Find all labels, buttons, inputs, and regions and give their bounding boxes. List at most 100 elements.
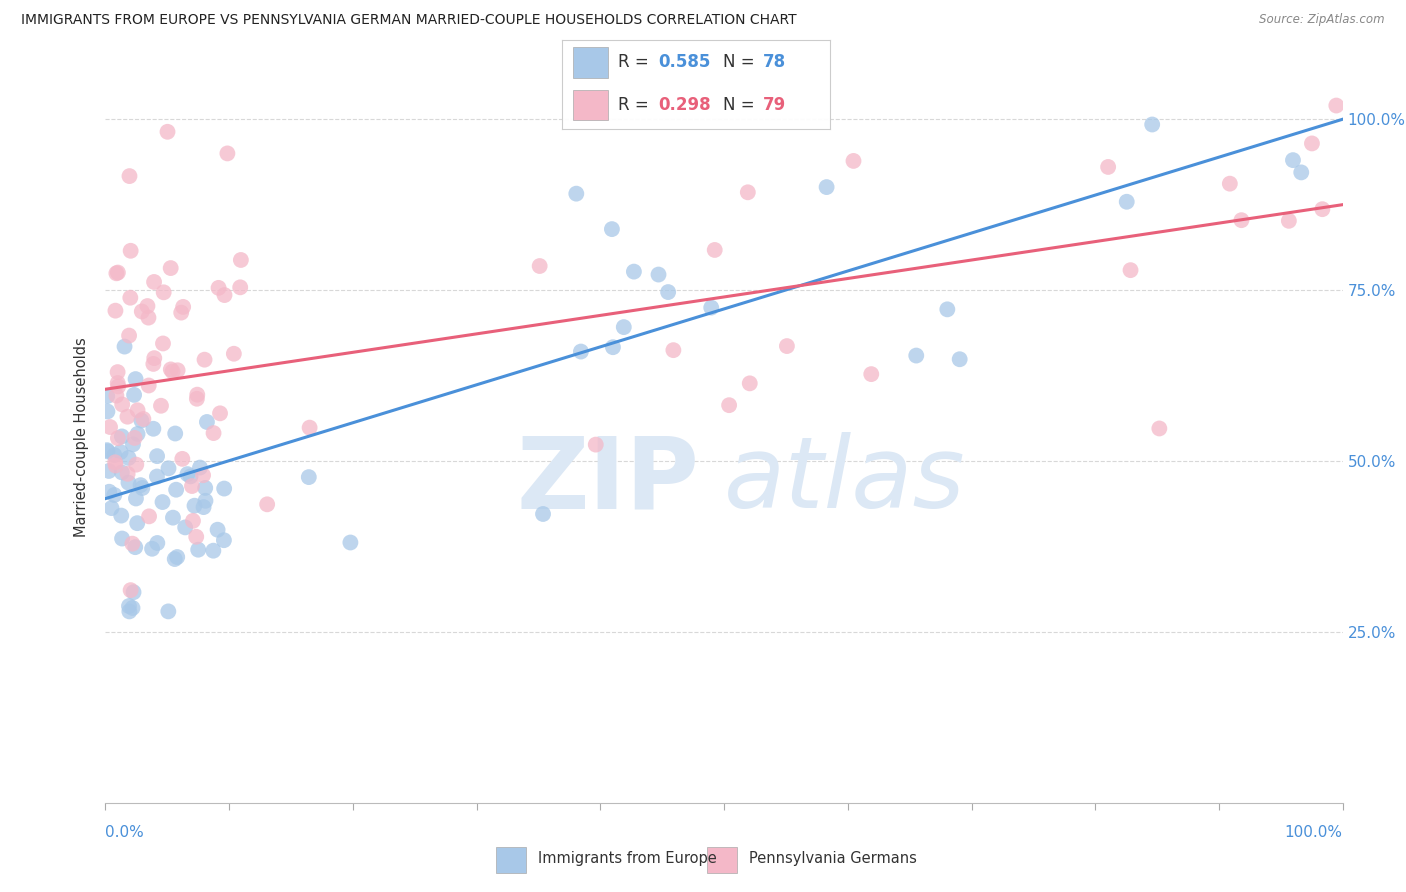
Point [97, 464, 120, 478]
Point [176, 467, 198, 482]
Point [565, 186, 588, 201]
Point [718, 398, 741, 412]
Point [662, 343, 685, 358]
Point [127, 403, 149, 417]
Text: N =: N = [723, 96, 759, 114]
Point [166, 549, 188, 564]
Point [131, 413, 153, 427]
Point [860, 367, 883, 381]
Point [146, 469, 169, 483]
Point [1312, 202, 1334, 217]
Point [157, 461, 180, 475]
Text: Immigrants from Europe: Immigrants from Europe [538, 851, 717, 866]
Point [104, 458, 127, 473]
Point [172, 451, 194, 466]
Point [207, 523, 229, 537]
Point [118, 328, 141, 343]
Point [165, 483, 187, 497]
Text: 0.298: 0.298 [658, 96, 711, 114]
Point [159, 261, 181, 276]
Point [194, 481, 217, 495]
Point [122, 437, 145, 451]
Point [96, 444, 118, 458]
Point [162, 365, 184, 379]
Point [136, 299, 159, 313]
Point [183, 499, 205, 513]
Point [111, 429, 134, 443]
Point [117, 450, 139, 465]
Text: Pennsylvania Germans: Pennsylvania Germans [749, 851, 917, 866]
Point [1278, 214, 1301, 228]
Text: R =: R = [619, 54, 655, 71]
Point [143, 275, 166, 289]
Point [1119, 263, 1142, 277]
Point [776, 339, 799, 353]
Point [110, 508, 132, 523]
Point [120, 291, 142, 305]
Point [163, 552, 186, 566]
Point [256, 497, 278, 511]
Point [194, 493, 217, 508]
Text: IMMIGRANTS FROM EUROPE VS PENNSYLVANIA GERMAN MARRIED-COUPLE HOUSEHOLDS CORRELAT: IMMIGRANTS FROM EUROPE VS PENNSYLVANIA G… [21, 13, 797, 28]
Point [129, 478, 152, 492]
Point [949, 352, 972, 367]
Point [114, 340, 136, 354]
Point [131, 304, 153, 318]
Point [138, 310, 160, 325]
Y-axis label: Married-couple Households: Married-couple Households [75, 337, 90, 537]
Point [110, 445, 132, 459]
Point [188, 460, 211, 475]
Point [600, 222, 623, 236]
Point [138, 509, 160, 524]
Point [202, 426, 225, 441]
Point [1324, 98, 1347, 112]
Point [96, 389, 118, 403]
Point [1291, 165, 1313, 179]
Point [298, 470, 321, 484]
Point [170, 305, 193, 319]
Point [529, 259, 551, 273]
Point [141, 541, 163, 556]
Point [191, 468, 214, 483]
Point [131, 481, 153, 495]
Bar [574, 47, 607, 78]
Point [585, 437, 607, 451]
Point [125, 458, 148, 472]
Point [103, 448, 125, 462]
Point [118, 169, 141, 183]
Point [156, 125, 179, 139]
Text: Source: ZipAtlas.com: Source: ZipAtlas.com [1260, 13, 1385, 27]
Point [193, 500, 215, 515]
Point [339, 535, 361, 549]
Point [208, 406, 231, 420]
Point [222, 347, 245, 361]
Text: R =: R = [619, 96, 655, 114]
Point [98, 484, 121, 499]
Point [1140, 118, 1163, 132]
Point [143, 351, 166, 366]
Point [107, 365, 129, 379]
Text: 78: 78 [763, 54, 786, 71]
Point [172, 300, 194, 314]
Point [142, 357, 165, 371]
Point [104, 455, 127, 469]
Point [111, 466, 134, 480]
Point [138, 378, 160, 392]
Point [162, 510, 184, 524]
Point [152, 336, 174, 351]
Point [122, 585, 145, 599]
Point [124, 540, 146, 554]
Point [132, 412, 155, 426]
Point [186, 387, 208, 401]
Text: 100.0%: 100.0% [1285, 825, 1343, 840]
Point [229, 252, 252, 267]
Point [127, 516, 149, 531]
Point [105, 266, 128, 280]
Point [111, 532, 134, 546]
Point [1301, 136, 1323, 151]
Point [1115, 194, 1137, 209]
Text: 0.0%: 0.0% [105, 825, 145, 840]
Text: 0.585: 0.585 [658, 54, 711, 71]
Point [117, 475, 139, 490]
Point [152, 495, 174, 509]
